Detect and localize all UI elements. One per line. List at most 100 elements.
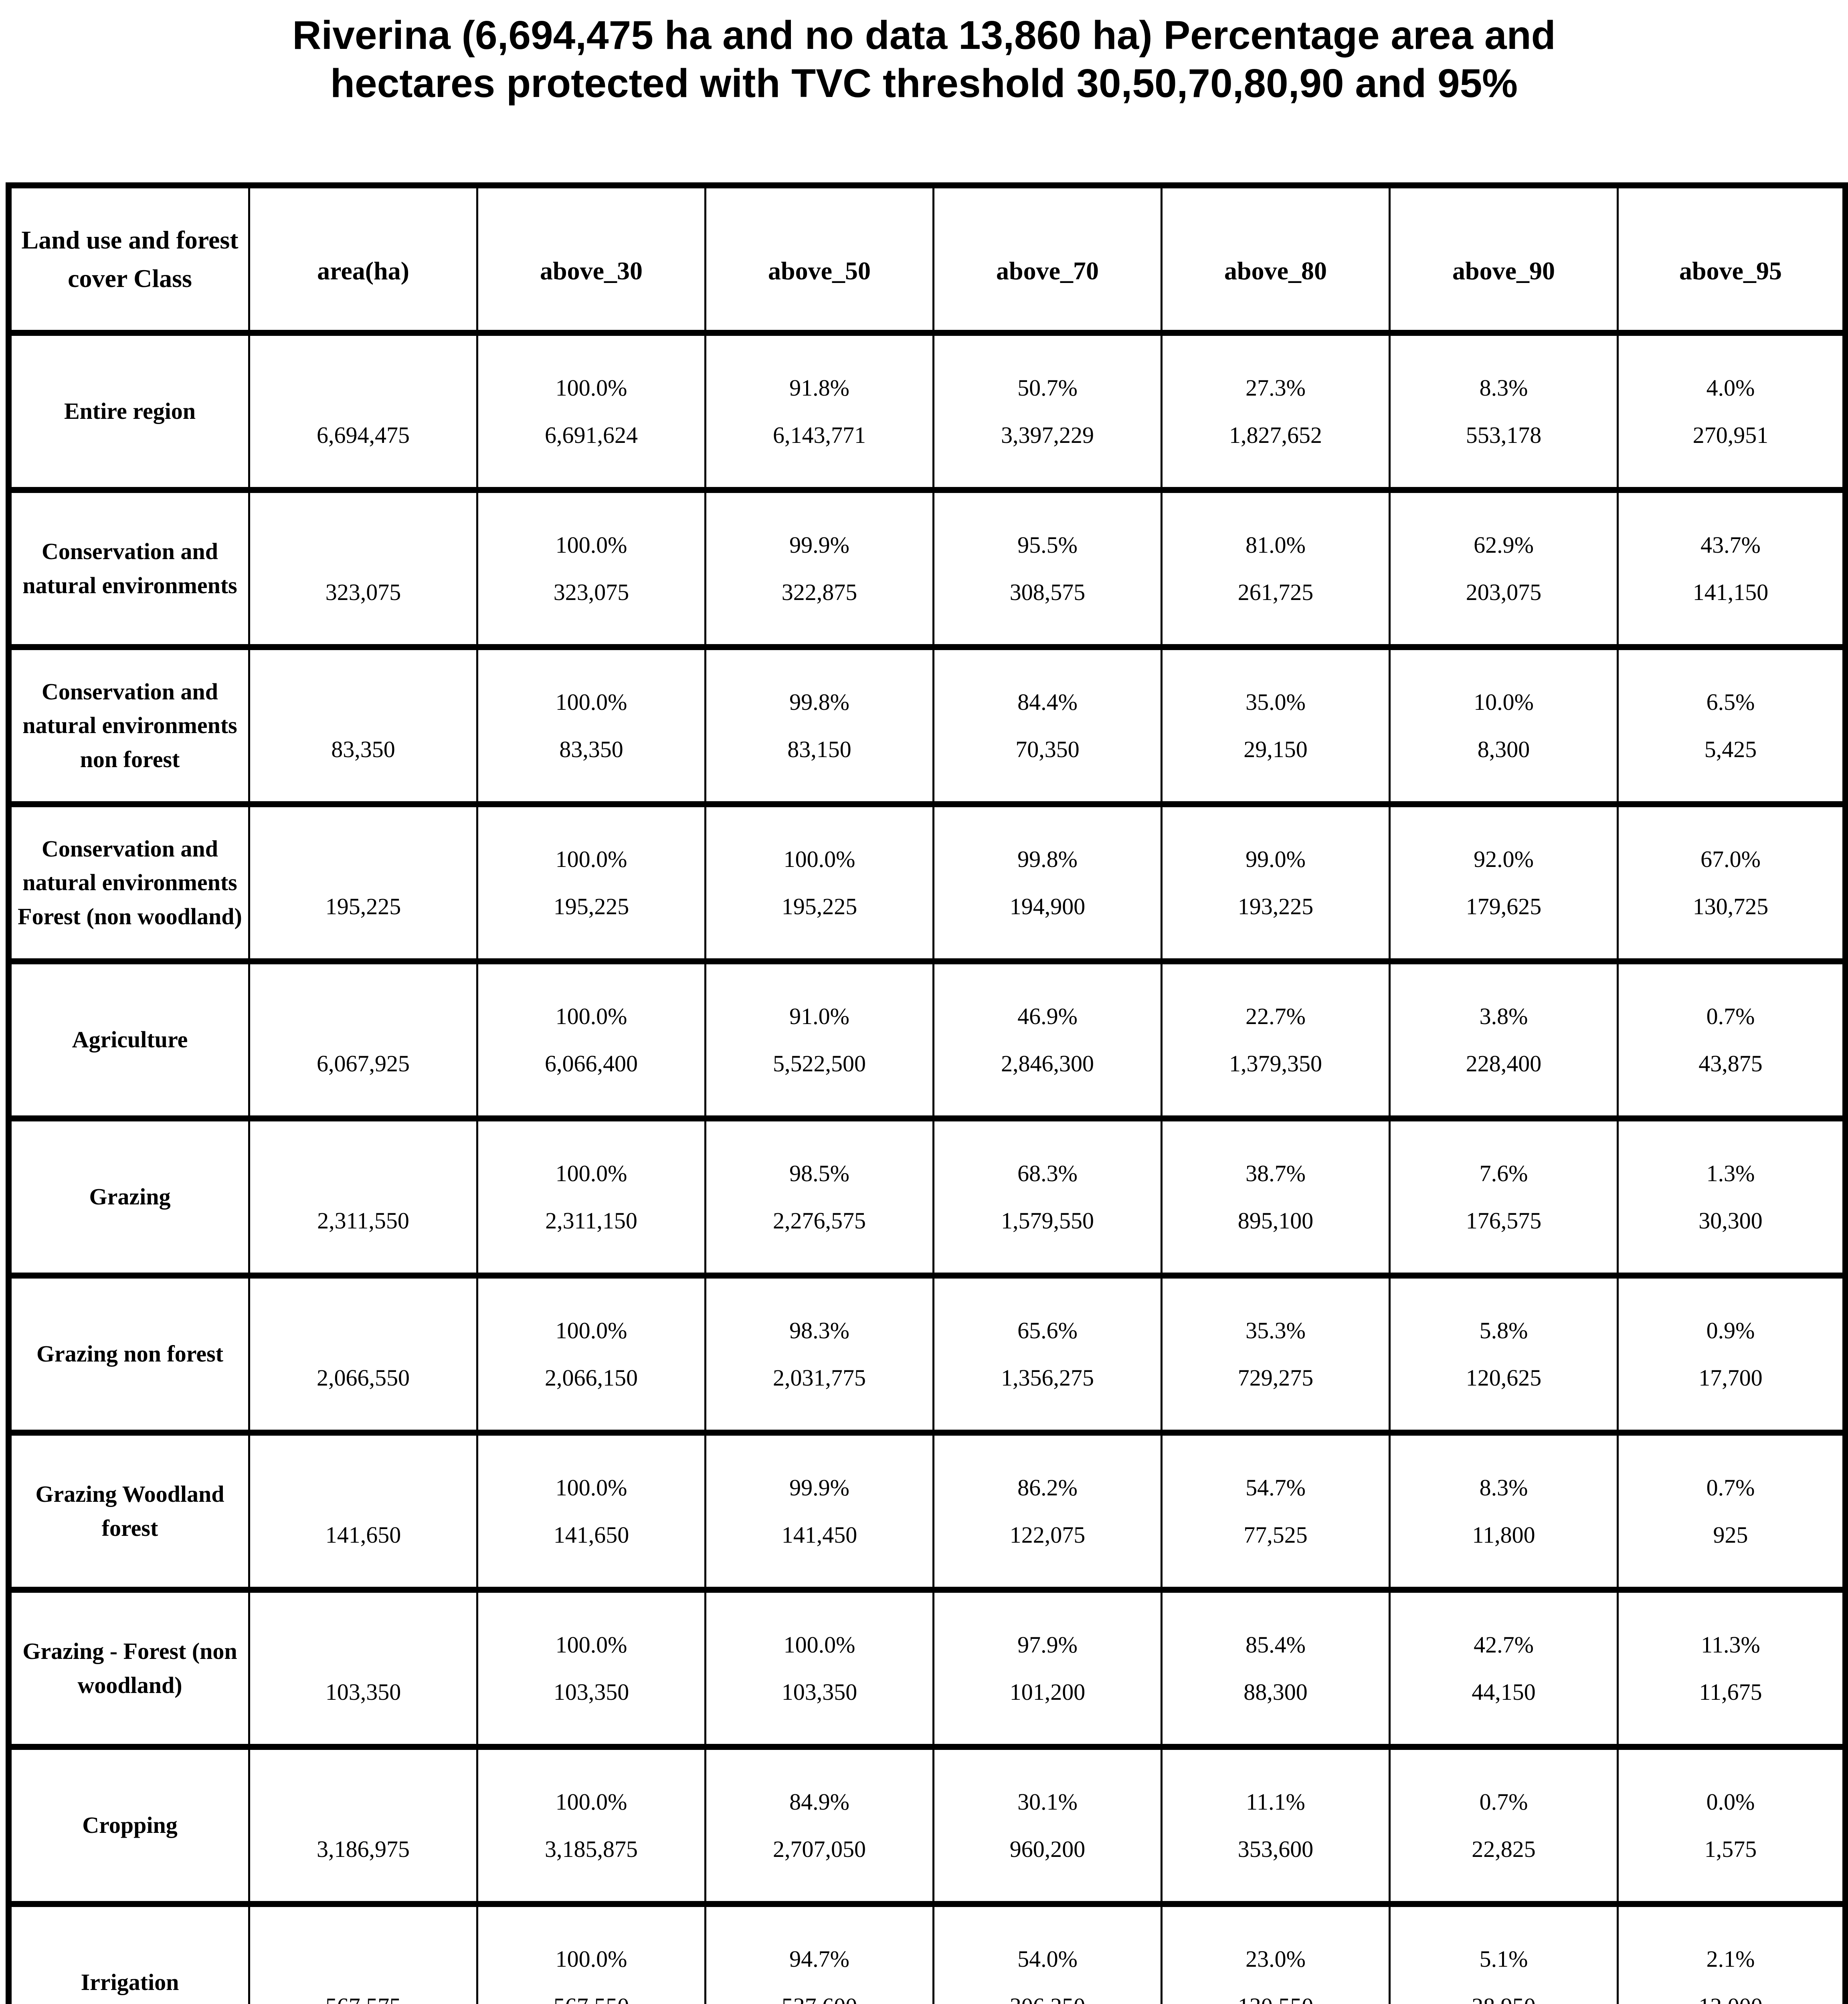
above-80-cell: 35.3% 729,275 [1161,1275,1391,1434]
tvc-threshold-table: Land use and forest cover Class area(ha)… [6,182,1848,2004]
above-90-cell: 8.3% 11,800 [1389,1432,1619,1591]
area-cell: 6,067,925 [248,960,478,1119]
above-70-cell: 97.9% 101,200 [932,1589,1163,1748]
above-50-cell: 100.0% 103,350 [704,1589,934,1748]
col-header-above-50: above_50 [704,184,934,334]
above-70-cell: 84.4% 70,350 [932,646,1163,805]
above-80-cell: 85.4% 88,300 [1161,1589,1391,1748]
landuse-class-cell: Agriculture [8,960,250,1119]
above-70-cell: 99.8% 194,900 [932,803,1163,962]
col-header-area: area(ha) [248,184,478,334]
above-80-cell: 23.0%130,550 [1161,1903,1391,2004]
above-30-cell: 100.0%567,550 [476,1903,706,2004]
above-95-cell: 67.0% 130,725 [1617,803,1846,962]
table-row: Agriculture 6,067,925 100.0% 6,066,400 91… [8,960,1846,1119]
table-header-row: Land use and forest cover Class area(ha)… [8,184,1846,334]
area-cell: 103,350 [248,1589,478,1748]
landuse-class-cell: Irrigation [8,1903,250,2004]
above-50-cell: 84.9% 2,707,050 [704,1746,934,1905]
page-title-line2: hectares protected with TVC threshold 30… [330,61,1518,106]
landuse-class-cell: Conservation and natural environments [8,489,250,648]
above-90-cell: 7.6% 176,575 [1389,1117,1619,1277]
landuse-class-cell: Cropping [8,1746,250,1905]
above-70-cell: 65.6% 1,356,275 [932,1275,1163,1434]
above-95-cell: 11.3% 11,675 [1617,1589,1846,1748]
above-30-cell: 100.0% 2,066,150 [476,1275,706,1434]
above-30-cell: 100.0% 3,185,875 [476,1746,706,1905]
above-50-cell: 99.9% 322,875 [704,489,934,648]
above-90-cell: 10.0% 8,300 [1389,646,1619,805]
above-80-cell: 54.7% 77,525 [1161,1432,1391,1591]
above-30-cell: 100.0% 195,225 [476,803,706,962]
area-cell: 6,694,475 [248,332,478,491]
area-cell: 323,075 [248,489,478,648]
above-50-cell: 99.9% 141,450 [704,1432,934,1591]
above-90-cell: 42.7% 44,150 [1389,1589,1619,1748]
area-cell: 141,650 [248,1432,478,1591]
landuse-class-cell: Grazing non forest [8,1275,250,1434]
above-30-cell: 100.0% 141,650 [476,1432,706,1591]
above-80-cell: 99.0% 193,225 [1161,803,1391,962]
above-95-cell: 6.5% 5,425 [1617,646,1846,805]
area-cell: 195,225 [248,803,478,962]
col-header-above-30: above_30 [476,184,706,334]
above-30-cell: 100.0% 323,075 [476,489,706,648]
page-title: Riverina (6,694,475 ha and no data 13,86… [0,0,1848,107]
above-80-cell: 38.7% 895,100 [1161,1117,1391,1277]
above-95-cell: 4.0% 270,951 [1617,332,1846,491]
above-30-cell: 100.0% 2,311,150 [476,1117,706,1277]
above-70-cell: 95.5% 308,575 [932,489,1163,648]
col-header-above-95: above_95 [1617,184,1846,334]
col-header-above-80: above_80 [1161,184,1391,334]
area-cell: 3,186,975 [248,1746,478,1905]
landuse-class-cell: Grazing - Forest (non woodland) [8,1589,250,1748]
area-cell: 567,575 [248,1903,478,2004]
above-95-cell: 1.3% 30,300 [1617,1117,1846,1277]
area-cell: 2,311,550 [248,1117,478,1277]
table-row: Irrigation 567,575 100.0%567,550 94.7%53… [8,1903,1846,2004]
above-95-cell: 0.9% 17,700 [1617,1275,1846,1434]
landuse-class-cell: Grazing Woodland forest [8,1432,250,1591]
above-30-cell: 100.0% 6,691,624 [476,332,706,491]
above-80-cell: 35.0% 29,150 [1161,646,1391,805]
table-row: Conservation and natural environments 32… [8,489,1846,648]
table-row: Conservation and natural environments no… [8,646,1846,805]
above-95-cell: 0.7% 925 [1617,1432,1846,1591]
above-95-cell: 0.0% 1,575 [1617,1746,1846,1905]
above-80-cell: 22.7% 1,379,350 [1161,960,1391,1119]
above-50-cell: 91.8% 6,143,771 [704,332,934,491]
area-cell: 2,066,550 [248,1275,478,1434]
col-header-class: Land use and forest cover Class [8,184,250,334]
table-row: Grazing Woodland forest 141,650 100.0% 14… [8,1432,1846,1591]
above-90-cell: 0.7% 22,825 [1389,1746,1619,1905]
area-cell: 83,350 [248,646,478,805]
above-50-cell: 98.3% 2,031,775 [704,1275,934,1434]
above-95-cell: 0.7% 43,875 [1617,960,1846,1119]
table-row: Cropping 3,186,975 100.0% 3,185,875 84.9%… [8,1746,1846,1905]
above-30-cell: 100.0% 6,066,400 [476,960,706,1119]
landuse-class-cell: Entire region [8,332,250,491]
above-90-cell: 8.3% 553,178 [1389,332,1619,491]
above-50-cell: 99.8% 83,150 [704,646,934,805]
above-90-cell: 5.8% 120,625 [1389,1275,1619,1434]
above-80-cell: 81.0% 261,725 [1161,489,1391,648]
above-80-cell: 27.3% 1,827,652 [1161,332,1391,491]
above-90-cell: 62.9% 203,075 [1389,489,1619,648]
above-90-cell: 92.0% 179,625 [1389,803,1619,962]
above-90-cell: 5.1%28,950 [1389,1903,1619,2004]
above-70-cell: 30.1% 960,200 [932,1746,1163,1905]
col-header-above-90: above_90 [1389,184,1619,334]
above-50-cell: 91.0% 5,522,500 [704,960,934,1119]
above-70-cell: 86.2% 122,075 [932,1432,1163,1591]
above-50-cell: 94.7%537,600 [704,1903,934,2004]
landuse-class-cell: Conservation and natural environments no… [8,646,250,805]
landuse-class-cell: Conservation and natural environments Fo… [8,803,250,962]
above-80-cell: 11.1% 353,600 [1161,1746,1391,1905]
above-70-cell: 50.7% 3,397,229 [932,332,1163,491]
above-95-cell: 43.7% 141,150 [1617,489,1846,648]
table-row: Entire region 6,694,475 100.0% 6,691,624 … [8,332,1846,491]
above-70-cell: 68.3% 1,579,550 [932,1117,1163,1277]
table-row: Grazing non forest 2,066,550 100.0% 2,066… [8,1275,1846,1434]
above-95-cell: 2.1%12,000 [1617,1903,1846,2004]
